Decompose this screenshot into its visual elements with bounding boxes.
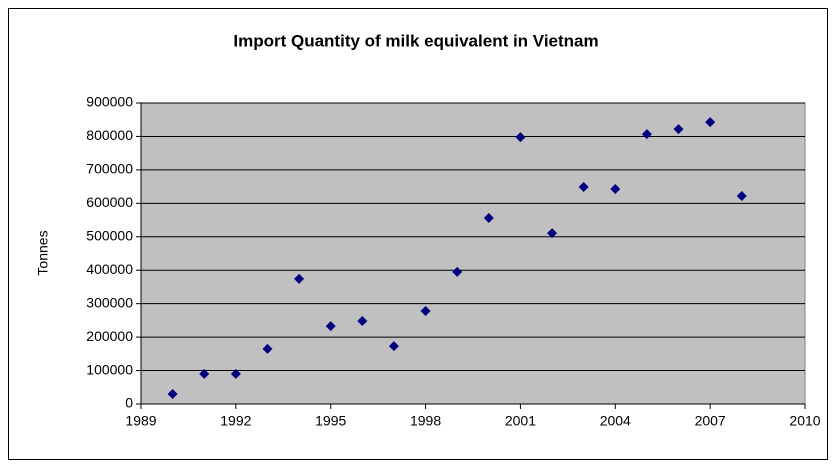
x-tick-label: 1998 [410,413,441,429]
marker [610,183,621,194]
x-tick-label: 2004 [600,413,631,429]
y-axis-label: Tonnes [35,230,51,275]
plot-area [140,102,806,405]
y-tick-label: 500000 [86,227,133,243]
y-tick-label: 400000 [86,261,133,277]
y-tick-label: 300000 [86,294,133,310]
marker [357,316,368,327]
x-tick-label: 1989 [125,413,156,429]
marker [673,124,684,135]
y-tick-label: 0 [125,395,133,411]
marker [230,368,241,379]
y-tick-label: 100000 [86,361,133,377]
marker [167,388,178,399]
y-tick-label: 800000 [86,127,133,143]
x-tick-label: 2010 [789,413,820,429]
marker [483,213,494,224]
y-tick-label: 700000 [86,161,133,177]
marker [736,190,747,201]
marker [705,117,716,128]
marker [262,343,273,354]
marker [388,341,399,352]
marker [294,273,305,284]
y-tick-label: 600000 [86,194,133,210]
marker [641,129,652,140]
y-tick-label: 900000 [86,94,133,110]
marker [420,306,431,317]
x-tick-label: 2001 [505,413,536,429]
x-tick-label: 1995 [315,413,346,429]
marker [325,321,336,332]
marker [547,228,558,239]
x-tick-label: 1992 [220,413,251,429]
x-tick-label: 2007 [695,413,726,429]
chart-title: Import Quantity of milk equivalent in Vi… [233,31,598,50]
marker [452,266,463,277]
marker [199,368,210,379]
marker [515,132,526,143]
marker [578,181,589,192]
y-tick-label: 200000 [86,328,133,344]
